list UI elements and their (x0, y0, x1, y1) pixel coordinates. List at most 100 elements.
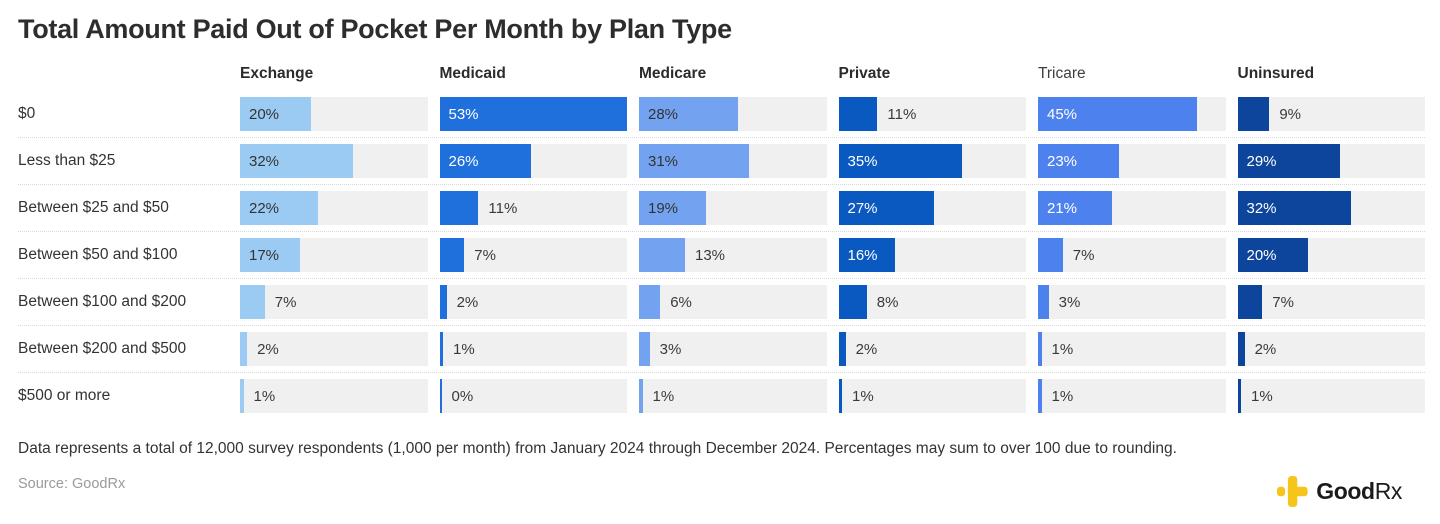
row-label: Between $100 and $200 (18, 293, 187, 310)
bar-cell: 8% (838, 285, 1026, 319)
bar-track: 23% (1038, 144, 1226, 178)
bar-value-label: 23% (1047, 152, 1078, 170)
bar-track: 2% (1237, 332, 1425, 366)
bar-tricare (1038, 144, 1120, 178)
table-row: Less than $25 32% 26% 31% 35% 23% 29% (18, 137, 1425, 184)
bar-cell: 27% (838, 191, 1026, 225)
bar-value-label: 1% (453, 340, 475, 358)
bar-cell: 2% (439, 285, 627, 319)
bar-private (838, 332, 846, 366)
bar-value-label: 2% (1254, 340, 1277, 358)
bar-tricare (1038, 238, 1063, 272)
bar-track: 19% (639, 191, 827, 225)
bar-track: 13% (639, 238, 827, 272)
column-header-cell: Medicaid (440, 65, 628, 83)
bar-value-label: 3% (659, 340, 682, 358)
bar-cell: 35% (838, 144, 1026, 178)
bar-medicare (639, 97, 739, 131)
bar-tricare (1038, 332, 1042, 366)
bar-track: 8% (838, 285, 1026, 319)
bar-value-label: 1% (1251, 387, 1273, 405)
bar-value-label: 22% (249, 199, 280, 217)
bar-cell: 3% (1038, 285, 1226, 319)
bar-exchange (240, 379, 244, 413)
bar-track: 1% (838, 379, 1026, 413)
bar-cell: 6% (639, 285, 827, 319)
bar-value-label: 9% (1279, 105, 1302, 123)
bar-cell: 1% (1038, 379, 1226, 413)
bar-value-label: 2% (257, 340, 279, 358)
bar-value-label: 35% (847, 152, 878, 170)
bar-value-label: 1% (652, 387, 675, 405)
bar-cell: 2% (1237, 332, 1425, 366)
bar-medicare (639, 285, 661, 319)
goodrx-wordmark-good: Good (1316, 478, 1375, 504)
bar-cell: 1% (838, 379, 1026, 413)
bar-uninsured (1237, 332, 1245, 366)
bar-value-label: 13% (694, 246, 726, 264)
bar-track: 20% (240, 97, 428, 131)
bar-cell: 0% (439, 379, 627, 413)
bar-track: 2% (838, 332, 1026, 366)
bar-medicaid (439, 144, 532, 178)
bar-track: 9% (1237, 97, 1425, 131)
bar-medicaid (439, 191, 479, 225)
bar-track: 1% (1038, 379, 1226, 413)
bar-value-label: 31% (648, 152, 679, 170)
bar-tricare (1038, 97, 1198, 131)
bar-track: 21% (1038, 191, 1226, 225)
chart-title: Total Amount Paid Out of Pocket Per Mont… (18, 14, 732, 44)
table-row: $500 or more 1% 0% 1% 1% 1% 1% (18, 372, 1425, 419)
bar-track: 27% (838, 191, 1026, 225)
bar-track: 16% (838, 238, 1026, 272)
bar-value-label: 1% (253, 387, 276, 405)
bar-track: 45% (1038, 97, 1226, 131)
bar-value-label: 2% (855, 340, 878, 358)
bar-private (838, 379, 843, 413)
column-header-tricare: Tricare (1038, 65, 1086, 82)
bar-cell: 21% (1038, 191, 1226, 225)
bar-track: 11% (838, 97, 1026, 131)
goodrx-wordmark-rx: Rx (1374, 478, 1403, 504)
bar-value-label: 3% (1058, 293, 1081, 311)
bar-medicaid (439, 97, 627, 131)
bar-value-label: 1% (1051, 387, 1074, 405)
bar-track: 31% (639, 144, 827, 178)
bar-uninsured (1237, 238, 1309, 272)
bar-track: 3% (639, 332, 827, 366)
bar-track: 0% (439, 379, 627, 413)
row-label: Less than $25 (18, 152, 116, 169)
bar-medicaid (439, 285, 447, 319)
bar-exchange (240, 238, 301, 272)
bar-tricare (1038, 285, 1049, 319)
bar-cell: 3% (639, 332, 827, 366)
bar-uninsured (1237, 379, 1242, 413)
bar-value-label: 53% (448, 105, 479, 123)
bar-uninsured (1237, 285, 1263, 319)
bar-exchange (240, 191, 318, 225)
row-label: Between $25 and $50 (18, 199, 169, 216)
column-header-cell: Private (839, 65, 1027, 83)
row-label: $0 (18, 105, 36, 122)
bar-exchange (240, 332, 248, 366)
bar-value-label: 29% (1246, 152, 1277, 170)
bar-cell: 1% (439, 332, 627, 366)
bar-cell: 20% (240, 97, 428, 131)
bar-value-label: 7% (274, 293, 297, 311)
column-header-cell: Exchange (240, 65, 428, 83)
bar-cell: 2% (838, 332, 1026, 366)
bar-track: 32% (240, 144, 428, 178)
footnote: Data represents a total of 12,000 survey… (18, 440, 1177, 457)
bar-value-label: 17% (249, 246, 280, 264)
bar-medicare (639, 332, 650, 366)
bar-track: 1% (1237, 379, 1425, 413)
bar-track: 7% (240, 285, 428, 319)
bar-cell: 7% (1237, 285, 1425, 319)
bar-value-label: 0% (451, 387, 474, 405)
bar-cell: 22% (240, 191, 428, 225)
bar-cell: 28% (639, 97, 827, 131)
goodrx-logo: GoodRx (1277, 476, 1402, 507)
goodrx-wordmark: GoodRx (1316, 478, 1402, 505)
column-header-medicaid: Medicaid (439, 65, 506, 82)
bar-value-label: 8% (876, 293, 899, 311)
